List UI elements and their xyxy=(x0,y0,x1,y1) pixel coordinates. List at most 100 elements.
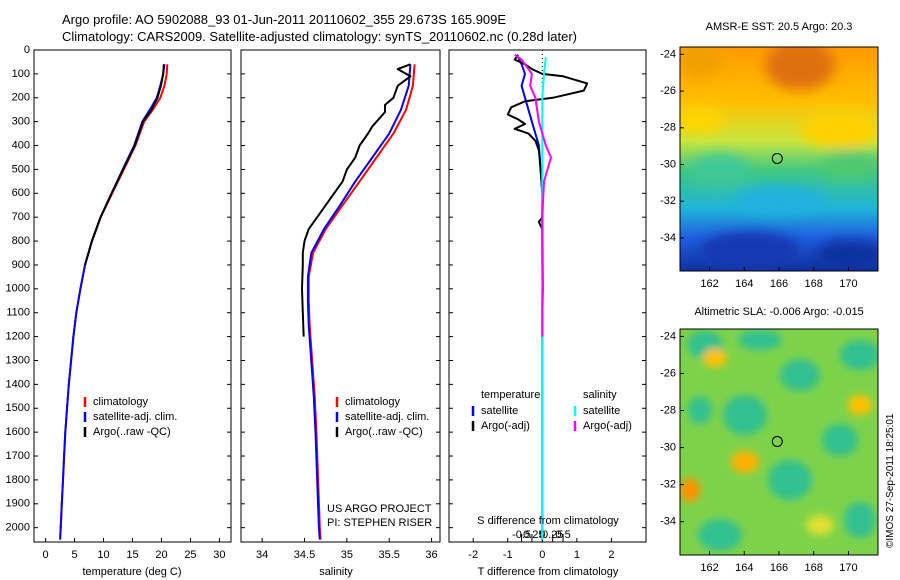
sla-low-patch xyxy=(698,519,742,551)
sst-cold-patch xyxy=(815,240,878,270)
depth-tick-label: 2000 xyxy=(6,522,30,534)
legend-label-t-satellite: satellite xyxy=(481,405,518,417)
s-diff-tick-label: -0.5 xyxy=(512,529,531,541)
difference-xtick-label: 2 xyxy=(608,549,614,561)
map-ytick-label: -32 xyxy=(660,479,676,491)
series-line-satellite-adj-clim xyxy=(306,64,412,540)
sst-warm-patch xyxy=(765,47,835,90)
depth-tick-label: 200 xyxy=(12,92,30,104)
sla-low-patch xyxy=(844,502,876,538)
sla-low-patch xyxy=(738,330,782,350)
sla-map-title: Altimetric SLA: -0.006 Argo: -0.015 xyxy=(694,306,863,318)
sla-high-patch xyxy=(848,395,872,415)
legend-header-salinity: salinity xyxy=(583,389,617,401)
sst-map-panel: AMSR-E SST: 20.5 Argo: 20.3 162 164 166 168… xyxy=(660,21,879,290)
map-ytick-label: -32 xyxy=(660,195,676,207)
series-line-satellite-adj-clim xyxy=(59,64,166,540)
map-ytick-label: -26 xyxy=(660,85,676,97)
depth-tick-label: 0 xyxy=(24,44,30,56)
temperature-xtick-label: 5 xyxy=(71,549,77,561)
difference-axes-box xyxy=(448,49,647,543)
depth-tick-label: 600 xyxy=(12,187,30,199)
map-ytick-label: -30 xyxy=(660,158,676,170)
temperature-xlabel: temperature (deg C) xyxy=(82,566,181,578)
sla-low-patch xyxy=(688,396,712,424)
legend-label-satellite: satellite-adj. clim. xyxy=(345,411,429,423)
depth-tick-label: 100 xyxy=(12,68,30,80)
sla-heatmap xyxy=(680,329,878,555)
argo-position-marker xyxy=(771,435,783,447)
map-xtick-label: 162 xyxy=(700,278,718,290)
salinity-xtick-label: 35.5 xyxy=(378,549,399,561)
salinity-xtick-label: 34 xyxy=(256,549,268,561)
sla-high-patch xyxy=(806,515,834,535)
temperature-ticks: 0 5 10 15 20 25 300100200300400500600700800900… xyxy=(6,44,231,561)
depth-tick-label: 1200 xyxy=(6,331,30,343)
depth-tick-label: 1100 xyxy=(6,307,30,319)
temperature-xtick-label: 10 xyxy=(97,549,109,561)
s-diff-tick-label: -0.25 xyxy=(519,529,544,541)
legend-label-climatology: climatology xyxy=(345,396,401,408)
difference-xtick-label: -1 xyxy=(503,549,513,561)
sst-map-title: AMSR-E SST: 20.5 Argo: 20.3 xyxy=(706,21,853,33)
map-ytick-label: -26 xyxy=(660,367,676,379)
difference-xlabel-top: S difference from climatology xyxy=(477,515,619,527)
legend-label-s-satellite: satellite xyxy=(583,405,620,417)
sla-high-patch xyxy=(680,478,700,502)
sla-low-patch xyxy=(780,359,820,391)
map-ytick-label: -34 xyxy=(660,232,676,244)
difference-legend: temperature salinity satellite Argo(-adj… xyxy=(471,389,632,432)
map-xtick-label: 166 xyxy=(770,562,788,574)
map-xtick-label: 168 xyxy=(805,278,823,290)
map-xtick-label: 162 xyxy=(700,562,718,574)
sst-cold-patch xyxy=(700,232,800,268)
salinity-panel: 34 34.5 35 35.5 36 salinity climatology sate… xyxy=(240,49,441,578)
depth-tick-label: 300 xyxy=(12,116,30,128)
series-line-argo-raw-qc xyxy=(84,64,165,266)
temperature-xtick-label: 15 xyxy=(126,549,138,561)
map-xtick-label: 170 xyxy=(839,278,857,290)
depth-tick-label: 1500 xyxy=(6,402,30,414)
sst-warm-patch xyxy=(680,47,722,78)
salinity-xtick-label: 36 xyxy=(425,549,437,561)
depth-tick-label: 700 xyxy=(12,211,30,223)
temperature-panel: 0 5 10 15 20 25 300100200300400500600700800900… xyxy=(6,44,232,578)
map-xtick-label: 166 xyxy=(770,278,788,290)
salinity-legend: climatology satellite-adj. clim. Argo(..… xyxy=(335,396,429,438)
map-xtick-label: 170 xyxy=(839,562,857,574)
difference-xtick-label: -2 xyxy=(468,549,478,561)
depth-tick-label: 1800 xyxy=(6,474,30,486)
legend-header-temperature: temperature xyxy=(481,389,540,401)
sst-ticks: 162 164 166 168 170 -24 -26 -28 -30 -32 -34 xyxy=(660,48,858,290)
project-annotation: US ARGO PROJECT xyxy=(327,503,432,515)
temperature-xtick-label: 0 xyxy=(43,549,49,561)
legend-label-satellite: satellite-adj. clim. xyxy=(93,411,177,423)
depth-tick-label: 1000 xyxy=(6,283,30,295)
temperature-lines xyxy=(59,64,169,540)
sla-ticks: 162 164 166 168 170 -24 -26 -28 -30 -32 -34 xyxy=(660,330,858,574)
temperature-axes-box xyxy=(33,49,232,543)
difference-xtick-label: 1 xyxy=(574,549,580,561)
series-line-s-argo-adj xyxy=(514,53,552,337)
depth-tick-label: 1900 xyxy=(6,498,30,510)
sla-low-patch xyxy=(840,340,878,370)
difference-xlabel: T difference from climatology xyxy=(478,566,619,578)
map-ytick-label: -28 xyxy=(660,404,676,416)
salinity-xtick-label: 34.5 xyxy=(294,549,315,561)
s-diff-tick-label: 0.5 xyxy=(555,529,570,541)
sla-low-patch xyxy=(768,460,812,500)
argo-position-marker xyxy=(771,152,783,164)
depth-tick-label: 1300 xyxy=(6,354,30,366)
sla-low-patch xyxy=(822,424,858,456)
sst-cool-patch xyxy=(735,186,825,214)
legend-label-climatology: climatology xyxy=(93,396,149,408)
depth-tick-label: 900 xyxy=(12,259,30,271)
temperature-xtick-label: 25 xyxy=(184,549,196,561)
temperature-xtick-label: 20 xyxy=(155,549,167,561)
sst-heatmap xyxy=(680,47,878,271)
difference-xtick-label: 0 xyxy=(539,549,545,561)
salinity-xtick-label: 35 xyxy=(341,549,353,561)
temperature-legend: climatology satellite-adj. clim. Argo(..… xyxy=(83,396,177,438)
